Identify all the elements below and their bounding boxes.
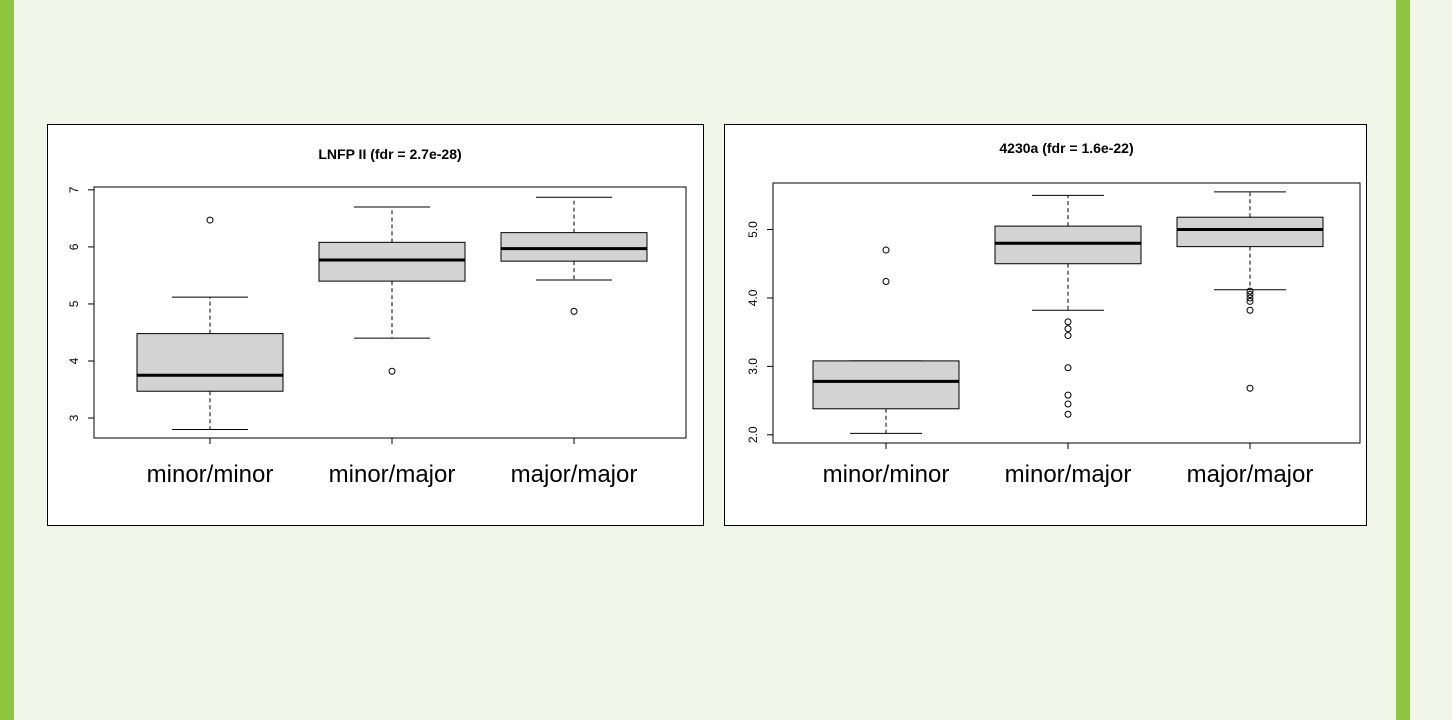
outlier-point [1064,364,1072,372]
outlier-point [1246,297,1254,305]
outlier-point [882,246,890,254]
chart-panel-lnfp: LNFP II (fdr = 2.7e-28) 3 4 5 6 7 minor/minor m… [47,124,704,526]
y-tick-label: 3 [67,414,81,421]
outlier-point [570,307,578,315]
outlier-point [1064,400,1072,408]
y-tick-label: 7 [67,186,81,193]
left-accent-bar [0,0,14,720]
box-iqr [318,241,466,282]
outlier-point [1064,391,1072,399]
outlier-point [1064,410,1072,418]
y-tick-label: 3.0 [746,358,760,375]
right-accent-bar [1396,0,1410,720]
chart-panel-4230a: 4230a (fdr = 1.6e-22) 2.0 3.0 4.0 5.0 minor/m… [724,124,1367,526]
outlier-point [1246,306,1254,314]
box-iqr [136,333,284,392]
y-tick-label: 4 [67,357,81,364]
outlier-point [1246,291,1254,299]
y-tick-label: 2.0 [746,426,760,443]
chart-title: 4230a (fdr = 1.6e-22) [999,140,1133,156]
plot-area-frame [772,182,1361,444]
outlier-point [1064,332,1072,340]
category-label: minor/minor [147,461,274,488]
y-tick-label: 5.0 [746,221,760,238]
y-tick-label: 6 [67,243,81,250]
outlier-point [1246,294,1254,302]
outlier-point [882,278,890,286]
box-iqr [994,225,1142,265]
outlier-point [1246,287,1254,295]
category-label: major/major [1187,461,1314,488]
boxplot-lnfp: LNFP II (fdr = 2.7e-28) 3 4 5 6 7 minor/minor m… [67,146,687,488]
outlier-point [206,216,214,224]
boxplot-4230a: 4230a (fdr = 1.6e-22) 2.0 3.0 4.0 5.0 minor/m… [746,140,1361,488]
category-label: minor/major [1005,461,1132,488]
box-iqr [500,232,648,262]
box-iqr [1176,216,1324,248]
category-label: major/major [511,461,638,488]
outlier-point [1246,384,1254,392]
category-label: minor/major [329,461,456,488]
box-iqr [812,360,960,410]
outlier-point [388,367,396,375]
category-label: minor/minor [823,461,950,488]
outlier-point [1064,318,1072,326]
plot-area-frame [93,186,687,439]
y-tick-label: 4.0 [746,289,760,306]
outlier-point [1064,325,1072,333]
chart-title: LNFP II (fdr = 2.7e-28) [318,146,461,162]
y-tick-label: 5 [67,300,81,307]
